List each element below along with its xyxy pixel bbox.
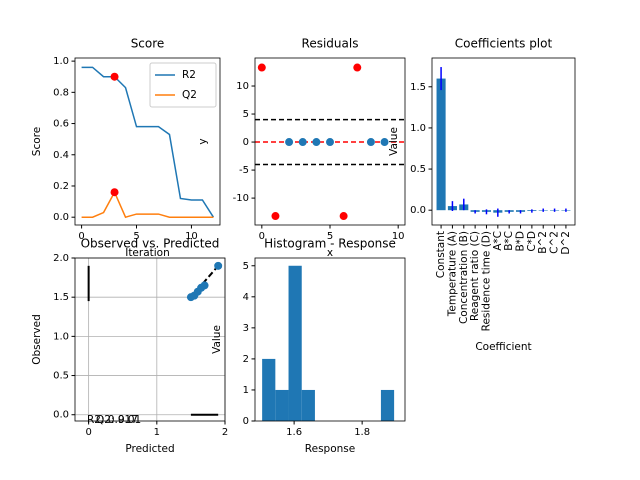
- x-tick-label: B*D: [515, 231, 527, 252]
- highlight-point: [110, 72, 119, 81]
- y-axis-label: Value: [211, 325, 223, 354]
- y-tick-label: 1.0: [410, 123, 426, 134]
- x-tick-label: B^2: [537, 231, 549, 254]
- y-tick-label: 0.0: [53, 410, 69, 421]
- x-tick-label: 10: [185, 231, 198, 242]
- y-tick-label: -10: [233, 193, 249, 204]
- axes-frame: [431, 57, 576, 226]
- line: [81, 190, 214, 219]
- y-tick-label: 0.5: [53, 371, 69, 382]
- legend-label: R2: [182, 69, 196, 81]
- y-axis-label: Score: [31, 127, 43, 156]
- y-tick-label: 2: [243, 354, 249, 365]
- x-tick-label: 5: [133, 231, 139, 242]
- x-tick-label: 5: [327, 231, 333, 242]
- chart-title: Residuals: [302, 37, 359, 51]
- chart-title: Score: [131, 37, 165, 51]
- point: [339, 212, 348, 221]
- y-axis-label: Value: [388, 127, 400, 156]
- point: [214, 261, 223, 270]
- x-tick-label: Constant: [435, 231, 447, 278]
- y-tick-label: 3: [243, 323, 249, 334]
- x-tick-label: A*C: [492, 231, 504, 251]
- x-tick-label: 1.8: [354, 427, 370, 438]
- x-tick-label: 1.6: [286, 427, 302, 438]
- x-tick-label: 2: [222, 427, 228, 438]
- y-tick-label: 0.5: [410, 164, 426, 175]
- x-axis-label: Predicted: [125, 443, 174, 455]
- x-tick-label: Residence time (D): [480, 231, 492, 331]
- bar: [288, 265, 302, 421]
- x-tick-label: C*D: [526, 231, 538, 252]
- y-tick-label: 0: [243, 416, 249, 427]
- y-tick-label: 1.5: [53, 292, 69, 303]
- y-tick-label: 0.0: [53, 212, 69, 223]
- y-tick-label: 5: [243, 261, 249, 272]
- annotation: Q2: 0.01: [96, 414, 141, 426]
- bar: [436, 78, 446, 211]
- y-tick-label: 0: [243, 137, 249, 148]
- x-tick-label: B*C: [503, 231, 515, 251]
- point: [380, 138, 389, 147]
- x-tick-label: Concentration (B): [458, 231, 470, 324]
- point: [312, 138, 321, 147]
- y-tick-label: 1.0: [53, 331, 69, 342]
- point: [326, 138, 334, 147]
- y-tick-label: 1.0: [53, 56, 69, 67]
- y-tick-label: 0.0: [410, 205, 426, 216]
- axes-frame: [254, 57, 406, 226]
- point: [353, 63, 362, 72]
- axes-frame: [254, 257, 406, 422]
- point: [200, 281, 209, 290]
- bar: [262, 358, 276, 421]
- axes-frame: [74, 57, 221, 226]
- x-tick-label: 0: [85, 427, 91, 438]
- bar: [380, 389, 395, 421]
- chart-title: Coefficients plot: [455, 37, 553, 51]
- x-tick-label: D^2: [560, 231, 572, 255]
- chart-title: Observed vs. Predicted: [81, 237, 220, 251]
- point: [257, 63, 266, 72]
- y-axis-label: y: [197, 138, 209, 144]
- y-tick-label: 4: [243, 292, 249, 303]
- y-tick-label: 0.6: [53, 119, 69, 130]
- x-tick-label: 0: [78, 231, 84, 242]
- x-axis-label: x: [327, 247, 333, 259]
- line: [81, 66, 215, 218]
- axes-frame: [74, 257, 226, 422]
- y-tick-label: -5: [239, 165, 249, 176]
- highlight-point: [110, 188, 119, 197]
- y-tick-label: 10: [236, 81, 249, 92]
- x-axis-label: Coefficient: [475, 341, 531, 353]
- x-tick-label: Temperature (A): [446, 231, 458, 317]
- x-tick-label: C^2: [549, 231, 561, 254]
- legend-label: Q2: [182, 89, 197, 101]
- legend-box: [149, 62, 217, 108]
- y-tick-label: 1: [243, 385, 249, 396]
- bar: [301, 389, 315, 421]
- y-tick-label: 5: [243, 109, 249, 120]
- y-tick-label: 0.2: [53, 181, 69, 192]
- point: [298, 138, 307, 147]
- y-tick-label: 0.8: [53, 87, 69, 98]
- x-tick-label: 1: [154, 427, 160, 438]
- bar: [275, 389, 289, 421]
- x-tick-label: 10: [392, 231, 405, 242]
- annotation: R2: 0.917: [87, 414, 138, 426]
- point: [271, 212, 280, 221]
- x-tick-label: Reagent ratio (C): [469, 231, 481, 321]
- x-axis-label: Response: [305, 443, 355, 455]
- y-tick-label: 1.5: [410, 82, 426, 93]
- chart-title: Histogram - Response: [264, 237, 396, 251]
- x-tick-label: 0: [259, 231, 265, 242]
- point: [366, 138, 375, 147]
- point: [285, 138, 294, 147]
- y-tick-label: 0.4: [53, 150, 69, 161]
- x-axis-label: Iteration: [125, 247, 170, 259]
- y-tick-label: 2.0: [53, 253, 69, 264]
- y-axis-label: Observed: [31, 314, 43, 365]
